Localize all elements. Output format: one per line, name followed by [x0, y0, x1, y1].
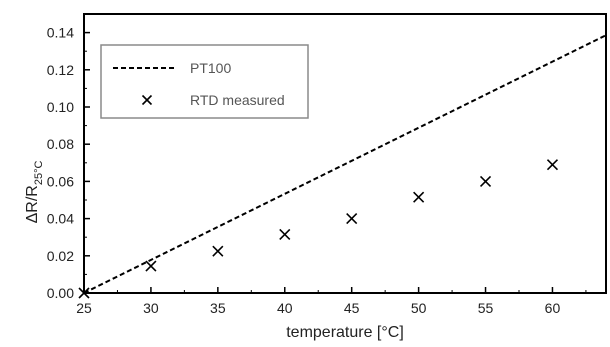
legend-swatch-rtd: [141, 94, 153, 106]
data-point-stroke: [78, 287, 90, 299]
series-line-pt100: [83, 34, 607, 294]
y-axis-label: ΔR/R25°C: [24, 161, 45, 224]
legend-label-rtd: RTD measured: [190, 92, 285, 108]
y-tick-label: 0.10: [47, 99, 74, 115]
y-axis-label-sub: 25°C: [33, 161, 45, 186]
x-axis-label: temperature [°C]: [286, 324, 404, 341]
legend-swatch-stroke: [141, 94, 153, 106]
x-tick-label: 25: [76, 300, 92, 316]
y-tick-label: 0.08: [47, 136, 74, 152]
plot-frame: [83, 13, 607, 294]
x-tick-label: 40: [277, 300, 293, 316]
x-tick-label: 45: [344, 300, 360, 316]
series-layer: [78, 34, 607, 299]
data-point: [346, 213, 358, 225]
data-point-stroke: [546, 159, 559, 171]
x-tick-label: 55: [478, 300, 494, 316]
data-point-stroke: [479, 175, 492, 187]
y-tick-label: 0.06: [47, 173, 74, 189]
y-axis-label-main: ΔR/R: [24, 185, 41, 223]
legend-label-pt100: PT100: [190, 60, 231, 76]
y-tick-label: 0.04: [47, 211, 74, 227]
x-tick-label: 60: [545, 300, 561, 316]
tick-labels: 25 30 35 40 45 50 55 60 0.00 0.02 0.04 0.06 0.08 0.10…: [47, 25, 561, 316]
data-point: [212, 245, 224, 257]
data-point-stroke: [346, 213, 358, 225]
legend-box: [100, 44, 309, 119]
x-tick-label: 35: [210, 300, 226, 316]
y-tick-label: 0.02: [47, 248, 74, 264]
data-point: [546, 159, 559, 171]
data-point: [78, 287, 90, 299]
data-point-stroke: [279, 228, 291, 240]
plot-area: [83, 13, 607, 294]
data-point-stroke: [212, 245, 224, 257]
data-point: [145, 260, 157, 272]
data-point: [479, 175, 492, 187]
data-point-stroke: [145, 260, 157, 272]
data-point: [413, 191, 425, 203]
x-tick-label: 30: [143, 300, 159, 316]
x-tick-label: 50: [411, 300, 427, 316]
y-tick-label: 0.12: [47, 62, 74, 78]
data-point-stroke: [413, 191, 425, 203]
y-tick-label: 0.00: [47, 285, 74, 301]
y-tick-label: 0.14: [47, 25, 74, 41]
legend: PT100 RTD measured: [100, 44, 309, 119]
data-point: [279, 228, 291, 240]
